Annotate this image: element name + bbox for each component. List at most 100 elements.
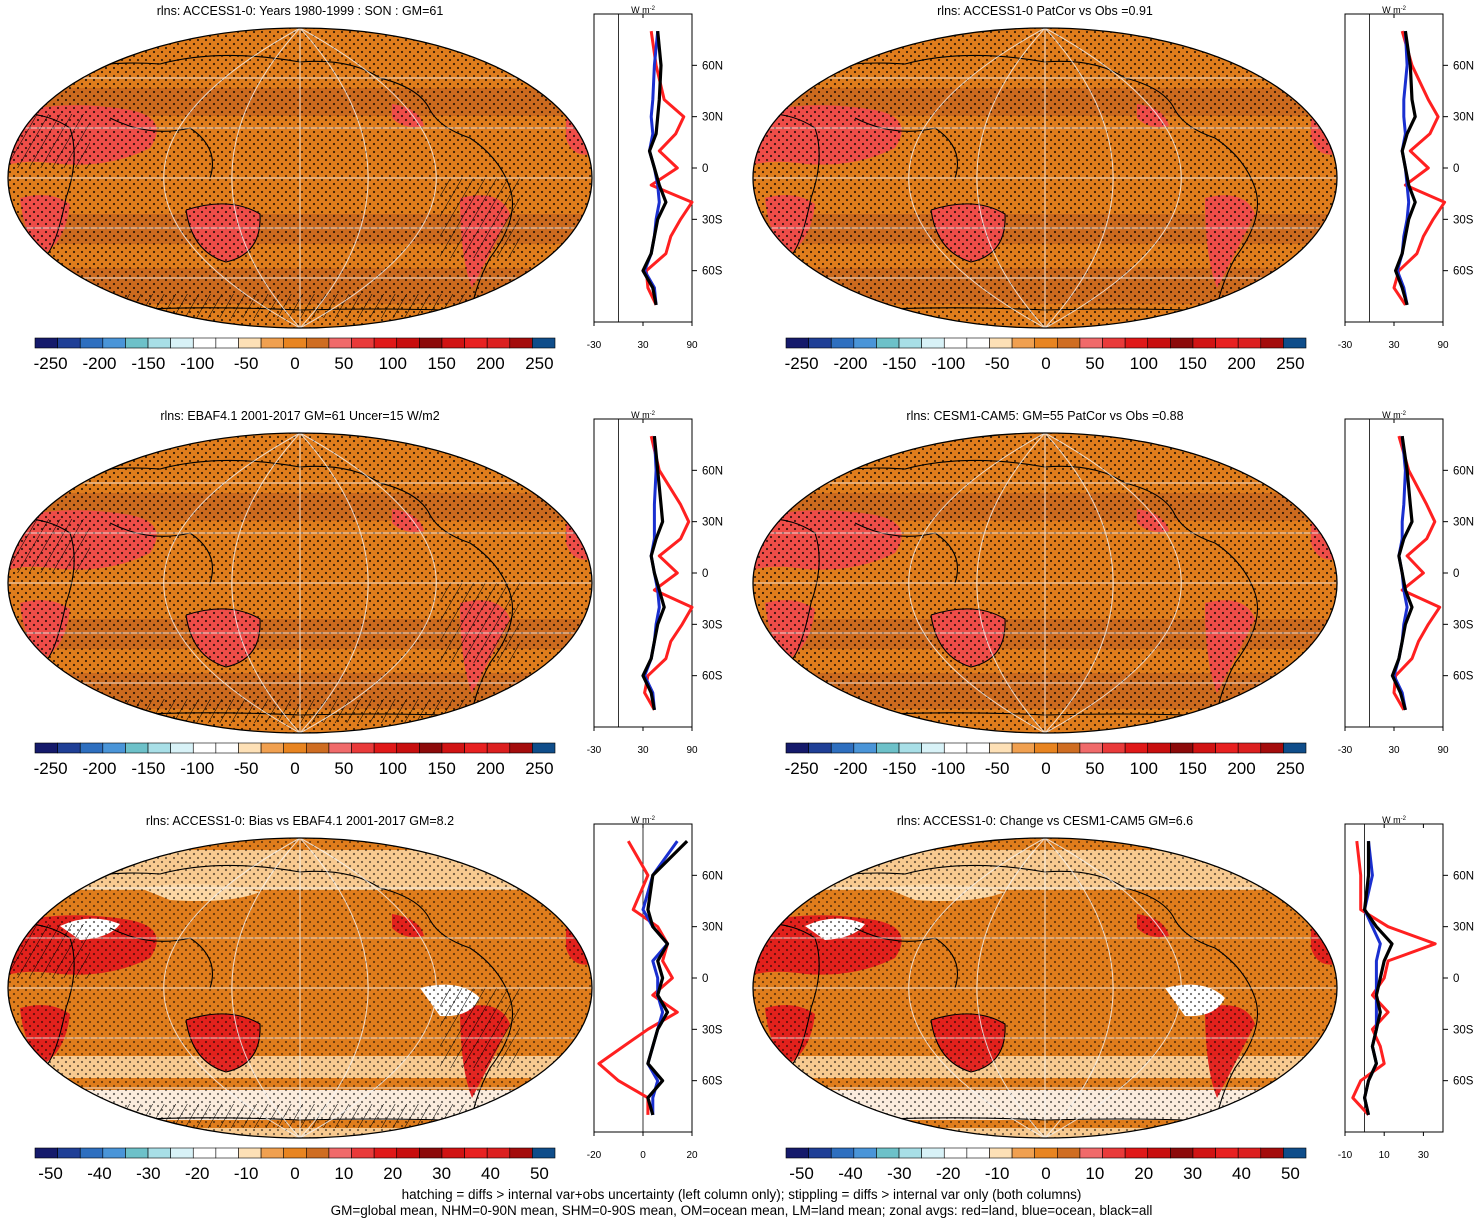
colorbar-swatch [486, 1147, 511, 1159]
colorbar-label: 100 [1130, 759, 1158, 778]
zonal-profile: W m-2 -30 30 90 60N 30N 0 30S 60S [587, 410, 723, 756]
colorbar-label: 50 [1085, 354, 1104, 373]
x-tick-label: 30 [637, 340, 649, 351]
y-tick-label: 60S [702, 1076, 723, 1088]
colorbar-label: 10 [1085, 1164, 1104, 1183]
x-tick-label: 30 [1418, 1150, 1430, 1161]
meridian [163, 838, 301, 1138]
meridian [299, 433, 369, 733]
colorbar-swatch [57, 742, 81, 754]
x-tick-label: 30 [1388, 340, 1400, 351]
colorbar-swatch [79, 1147, 104, 1159]
colorbar-swatch [1034, 1147, 1058, 1159]
meridian [908, 28, 1046, 328]
meridian [908, 433, 1046, 733]
colorbar-swatch [532, 1147, 556, 1159]
map-field [8, 433, 592, 733]
profile-line-all [646, 839, 689, 1116]
colorbar-swatch [943, 742, 968, 754]
panel-title: rlns: ACCESS1-0 PatCor vs Obs =0.91 [937, 4, 1153, 18]
footer-caption: hatching = diffs > internal var+obs unce… [0, 1187, 1483, 1219]
colorbar-swatch [419, 1147, 443, 1159]
colorbar-label: 150 [427, 354, 455, 373]
panel-patcor-access: rlns: ACCESS1-0 PatCor vs Obs =0.91 -250… [745, 0, 1483, 405]
map-frame [752, 837, 1338, 1139]
profile-unit: W m-2 [631, 410, 655, 420]
colorbar-swatch [1283, 337, 1307, 349]
colorbar-label: -100 [931, 354, 965, 373]
colorbar-swatch [876, 337, 900, 349]
y-tick-label: 60S [1453, 1076, 1474, 1088]
profile-unit: W m-2 [1382, 815, 1406, 825]
colorbar-swatch [1034, 337, 1058, 349]
map-frame [752, 27, 1338, 329]
map-frame [752, 432, 1338, 734]
y-tick-label: 60N [702, 465, 723, 477]
colorbar-swatch [238, 337, 262, 349]
colorbar-swatch [170, 337, 194, 349]
colorbar-swatch [1283, 742, 1307, 754]
y-tick-label: 0 [1453, 568, 1459, 580]
map [752, 837, 1338, 1139]
graticule [753, 28, 1337, 328]
panel-title: rlns: CESM1-CAM5: GM=55 PatCor vs Obs =0… [906, 409, 1184, 423]
colorbar-swatch [1215, 1147, 1239, 1159]
colorbar-label: -250 [785, 354, 819, 373]
colorbar-swatch [1011, 1147, 1035, 1159]
map-field [8, 838, 592, 1138]
colorbar-swatch [373, 1147, 398, 1159]
meridian [1044, 838, 1114, 1138]
colorbar-label: -250 [785, 759, 819, 778]
colorbar-swatch [921, 1147, 945, 1159]
colorbar-label: -250 [34, 759, 68, 778]
panel-title: rlns: EBAF4.1 2001-2017 GM=61 Uncer=15 W… [160, 409, 440, 423]
y-tick-label: 0 [702, 568, 708, 580]
colorbar-swatch [125, 742, 149, 754]
y-tick-label: 60N [702, 870, 723, 882]
meridian [163, 433, 301, 733]
x-tick-label: -30 [587, 745, 602, 756]
colorbar-swatch [532, 742, 556, 754]
colorbar-swatch [1147, 1147, 1171, 1159]
colorbar-swatch [441, 337, 465, 349]
panel-title: rlns: ACCESS1-0: Bias vs EBAF4.1 2001-20… [145, 814, 455, 828]
colorbar-swatch [486, 337, 511, 349]
y-tick-label: 60N [702, 60, 723, 72]
profile-unit: W m-2 [1382, 410, 1406, 420]
y-tick-label: 60S [1453, 266, 1474, 278]
colorbar-label: -50 [985, 354, 1010, 373]
colorbar-swatch [1011, 742, 1035, 754]
colorbar-swatch [1124, 742, 1149, 754]
y-tick-label: 30N [1453, 922, 1474, 934]
x-tick-label: 30 [637, 745, 649, 756]
meridian [1044, 838, 1182, 1138]
colorbar-swatch [1057, 337, 1081, 349]
colorbar-label: -100 [180, 354, 214, 373]
y-tick-label: 30S [702, 214, 723, 226]
colorbar-swatch [238, 1147, 262, 1159]
colorbar-label: 0 [1041, 354, 1050, 373]
zonal-profile: W m-2 -30 30 90 60N 30N 0 30S 60S [1338, 410, 1474, 756]
colorbar-swatch [509, 742, 533, 754]
colorbar-swatch [966, 742, 990, 754]
colorbar-label: -50 [985, 759, 1010, 778]
colorbar-label: 10 [334, 1164, 353, 1183]
colorbar-swatch [1124, 1147, 1149, 1159]
colorbar-label: 30 [1183, 1164, 1202, 1183]
colorbar-label: 200 [476, 759, 504, 778]
colorbar-swatch [989, 1147, 1013, 1159]
colorbar-label: 0 [290, 1164, 299, 1183]
colorbar-swatch [419, 742, 443, 754]
colorbar-swatch [170, 1147, 194, 1159]
colorbar-swatch [921, 742, 945, 754]
profile-unit: W m-2 [631, 5, 655, 15]
colorbar-swatch [808, 742, 832, 754]
colorbar-swatch [102, 1147, 126, 1159]
map [752, 432, 1338, 734]
profile-line-all [641, 435, 666, 711]
colorbar-swatch [373, 742, 398, 754]
meridian [299, 838, 437, 1138]
hatching [440, 583, 520, 663]
colorbar-swatch [34, 742, 58, 754]
colorbar-swatch [853, 742, 877, 754]
